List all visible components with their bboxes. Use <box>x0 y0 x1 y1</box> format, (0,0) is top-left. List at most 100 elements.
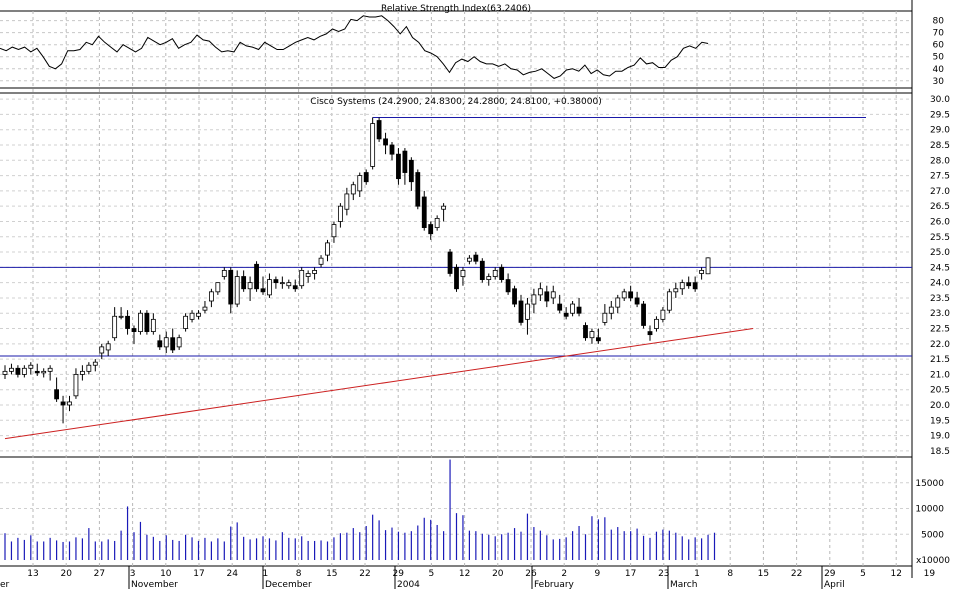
price-tick-label-22: 22.0 <box>930 340 950 350</box>
candle-body-12 <box>80 370 85 375</box>
candle-body-55 <box>357 175 363 192</box>
candle-body-35 <box>228 270 234 305</box>
date-label-26: 12 <box>890 569 901 579</box>
candle-body-49 <box>318 257 324 265</box>
candle-body-11 <box>73 374 79 397</box>
price-tick-label-26: 26.0 <box>930 217 950 227</box>
candle-body-85 <box>550 291 556 299</box>
price-tick-label-22.5: 22.5 <box>930 325 950 335</box>
date-label-12: 5 <box>429 569 435 579</box>
candle-body-59 <box>383 138 388 146</box>
candle-body-105 <box>679 282 685 290</box>
rsi-tick-label-50: 50 <box>933 53 945 63</box>
date-label-14: 20 <box>492 569 504 579</box>
candle-body-37 <box>241 276 247 290</box>
price-tick-label-21: 21.0 <box>930 370 950 380</box>
candle-body-34 <box>221 270 227 277</box>
candle-body-108 <box>699 270 704 274</box>
price-tick-label-21.5: 21.5 <box>930 355 950 365</box>
candle-body-68 <box>441 205 447 210</box>
price-tick-label-28: 28.0 <box>930 156 950 166</box>
panel-frames <box>0 0 913 578</box>
candle-body-62 <box>402 150 408 173</box>
candle-body-90 <box>583 325 588 339</box>
candle-body-54 <box>350 184 356 195</box>
volume-factor-label: x10000 <box>916 556 950 566</box>
candle-body-48 <box>312 270 318 274</box>
candle-body-18 <box>118 315 124 318</box>
candle-body-88 <box>570 303 575 314</box>
candle-body-93 <box>602 312 608 323</box>
candle-body-79 <box>512 288 517 305</box>
candle-body-23 <box>150 318 156 332</box>
date-label-27: 19 <box>924 569 936 579</box>
candle-body-33 <box>215 282 221 293</box>
candle-body-97 <box>628 291 634 299</box>
rsi-tick-label-40: 40 <box>933 65 945 75</box>
candle-body-77 <box>499 266 505 280</box>
price-tick-label-23: 23.0 <box>930 309 950 319</box>
date-label-11: 29 <box>392 569 404 579</box>
candle-body-45 <box>292 285 298 290</box>
candle-body-84 <box>544 291 550 302</box>
volume-panel <box>4 459 716 560</box>
candle-body-53 <box>344 193 350 210</box>
candle-body-29 <box>189 312 195 320</box>
price-tick-label-27.5: 27.5 <box>930 172 950 182</box>
price-tick-label-19.5: 19.5 <box>930 416 950 426</box>
candle-body-78 <box>505 279 511 293</box>
date-label-0: 13 <box>27 569 38 579</box>
price-tick-label-25.5: 25.5 <box>930 233 950 243</box>
date-label-10: 22 <box>359 569 370 579</box>
date-label-9: 15 <box>326 569 337 579</box>
candle-body-5 <box>34 370 40 374</box>
price-tick-label-29: 29.0 <box>930 126 950 136</box>
grid <box>0 11 912 566</box>
volume-tick-label-15000: 15000 <box>915 479 944 489</box>
candle-body-17 <box>112 315 118 339</box>
rsi-tick-label-80: 80 <box>933 17 945 27</box>
date-label-15: 26 <box>525 569 537 579</box>
price-panel <box>0 116 912 440</box>
date-label-2: 27 <box>94 569 105 579</box>
price-tick-label-20.5: 20.5 <box>930 386 950 396</box>
candle-body-30 <box>196 312 201 317</box>
month-label-2: 2004 <box>397 580 420 589</box>
candle-body-83 <box>537 288 543 296</box>
candle-body-56 <box>363 172 369 183</box>
candle-body-22 <box>144 312 150 332</box>
candle-body-24 <box>157 340 163 348</box>
candle-body-9 <box>60 401 66 406</box>
candle-body-36 <box>234 276 240 305</box>
candle-body-87 <box>563 312 569 317</box>
price-trendline <box>4 328 754 440</box>
price-tick-label-28.5: 28.5 <box>930 141 950 151</box>
candle-body-92 <box>596 337 601 342</box>
candle-body-10 <box>67 401 72 406</box>
candle-body-57 <box>370 123 376 167</box>
candle-body-63 <box>408 159 414 183</box>
date-label-22: 15 <box>758 569 769 579</box>
date-label-18: 17 <box>625 569 636 579</box>
candle-body-70 <box>454 266 459 290</box>
candle-body-66 <box>428 224 434 235</box>
candle-body-13 <box>86 364 92 372</box>
volume-tick-label-10000: 10000 <box>915 505 944 515</box>
price-tick-label-26.5: 26.5 <box>930 202 950 212</box>
candle-body-46 <box>299 270 305 287</box>
price-tick-label-27: 27.0 <box>930 187 950 197</box>
candle-body-99 <box>641 303 646 326</box>
candle-body-80 <box>518 300 524 323</box>
candle-body-52 <box>337 205 343 222</box>
date-label-4: 10 <box>160 569 172 579</box>
candle-body-71 <box>460 270 466 277</box>
candle-body-89 <box>576 306 582 314</box>
candle-body-44 <box>286 282 292 287</box>
axes: 30 40 50 60 70 80 18.5 19.0 19.5 20.0 20.5 21.0 21.5… <box>0 17 950 589</box>
date-label-20: 1 <box>694 569 700 579</box>
candle-body-26 <box>170 337 176 351</box>
candle-body-19 <box>125 315 130 329</box>
candle-body-38 <box>247 282 253 290</box>
edge-label: er <box>0 580 10 589</box>
